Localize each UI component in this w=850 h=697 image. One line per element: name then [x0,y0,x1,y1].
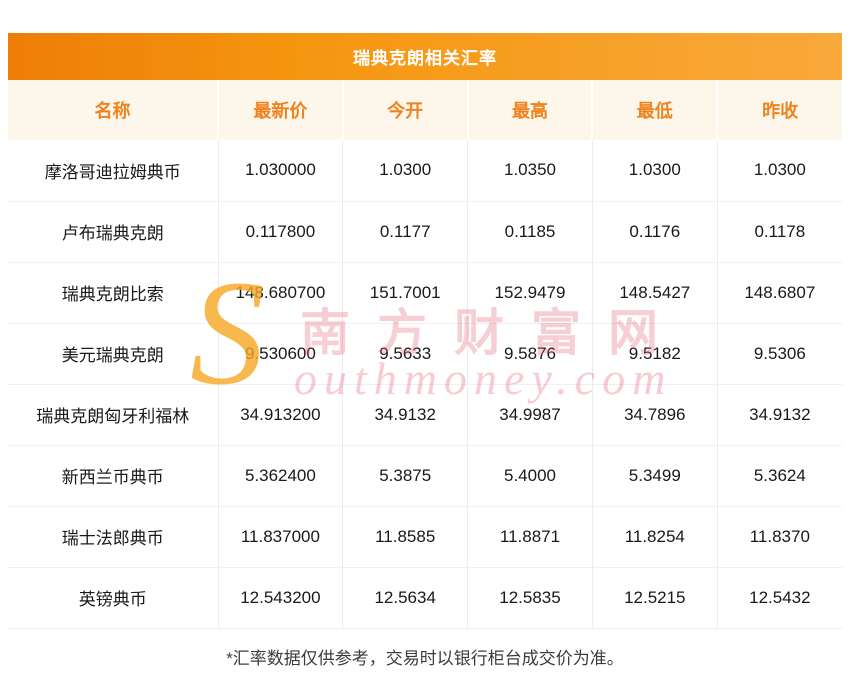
table-row: 美元瑞典克朗 9.530600 9.5633 9.5876 9.5182 9.5… [8,323,842,385]
col-header-prev-close: 昨收 [716,80,842,140]
col-header-high: 最高 [466,80,593,140]
low-price: 5.3499 [591,445,718,507]
pair-name: 英镑典币 [8,567,218,629]
latest-price: 1.030000 [217,140,343,202]
pair-name: 瑞士法郎典币 [8,506,218,568]
high-price: 11.8871 [467,506,593,568]
low-price: 11.8254 [591,506,718,568]
low-price: 0.1176 [591,201,718,263]
table-row: 新西兰币典币 5.362400 5.3875 5.4000 5.3499 5.3… [8,445,842,507]
col-header-open: 今开 [341,80,468,140]
high-price: 0.1185 [467,201,593,263]
open-price: 0.1177 [342,201,468,263]
latest-price: 0.117800 [217,201,343,263]
table-row: 英镑典币 12.543200 12.5634 12.5835 12.5215 1… [8,567,842,629]
high-price: 1.0350 [467,140,593,202]
latest-price: 11.837000 [217,506,343,568]
open-price: 151.7001 [342,262,468,324]
table-row: 瑞士法郎典币 11.837000 11.8585 11.8871 11.8254… [8,506,842,568]
exchange-rate-table: 名称 最新价 今开 最高 最低 昨收 摩洛哥迪拉姆典币 1.030000 1.0… [8,80,842,629]
table-row: 瑞典克朗匈牙利福林 34.913200 34.9132 34.9987 34.7… [8,384,842,446]
latest-price: 5.362400 [217,445,343,507]
footer-note: *汇率数据仅供参考，交易时以银行柜台成交价为准。 [226,649,624,668]
open-price: 9.5633 [342,323,468,385]
high-price: 5.4000 [467,445,593,507]
table-row: 摩洛哥迪拉姆典币 1.030000 1.0300 1.0350 1.0300 1… [8,140,842,202]
open-price: 1.0300 [342,140,468,202]
high-price: 34.9987 [467,384,593,446]
header-row: 名称 最新价 今开 最高 最低 昨收 [8,80,842,140]
table-row: 卢布瑞典克朗 0.117800 0.1177 0.1185 0.1176 0.1… [8,201,842,263]
prev-close-price: 148.6807 [716,262,842,324]
latest-price: 34.913200 [217,384,343,446]
open-price: 12.5634 [342,567,468,629]
table-row: 瑞典克朗比索 148.680700 151.7001 152.9479 148.… [8,262,842,324]
col-header-latest: 最新价 [217,80,343,140]
pair-name: 卢布瑞典克朗 [8,201,218,263]
prev-close-price: 9.5306 [716,323,842,385]
prev-close-price: 1.0300 [716,140,842,202]
pair-name: 摩洛哥迪拉姆典币 [8,140,218,202]
pair-name: 美元瑞典克朗 [8,323,218,385]
low-price: 34.7896 [591,384,718,446]
latest-price: 12.543200 [217,567,343,629]
high-price: 9.5876 [467,323,593,385]
prev-close-price: 5.3624 [716,445,842,507]
col-header-low: 最低 [591,80,718,140]
high-price: 152.9479 [467,262,593,324]
low-price: 9.5182 [591,323,718,385]
prev-close-price: 11.8370 [716,506,842,568]
prev-close-price: 34.9132 [716,384,842,446]
open-price: 5.3875 [342,445,468,507]
low-price: 1.0300 [591,140,718,202]
low-price: 12.5215 [591,567,718,629]
low-price: 148.5427 [591,262,718,324]
prev-close-price: 12.5432 [716,567,842,629]
open-price: 34.9132 [342,384,468,446]
table-title-bar: 瑞典克朗相关汇率 [8,33,842,80]
prev-close-price: 0.1178 [716,201,842,263]
col-header-name: 名称 [8,80,218,140]
table-title: 瑞典克朗相关汇率 [353,49,497,68]
high-price: 12.5835 [467,567,593,629]
pair-name: 瑞典克朗比索 [8,262,218,324]
latest-price: 148.680700 [217,262,343,324]
pair-name: 瑞典克朗匈牙利福林 [8,384,218,446]
pair-name: 新西兰币典币 [8,445,218,507]
latest-price: 9.530600 [217,323,343,385]
open-price: 11.8585 [342,506,468,568]
